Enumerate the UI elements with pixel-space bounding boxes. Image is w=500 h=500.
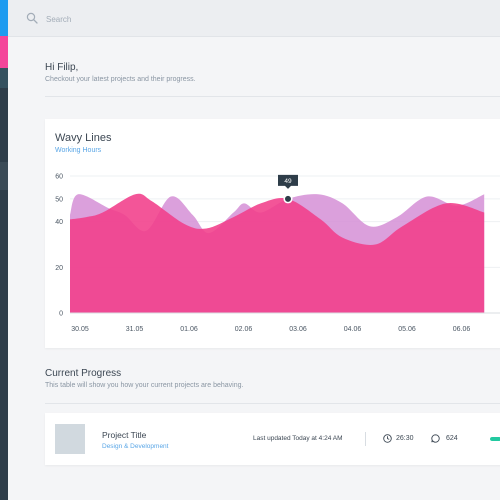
tooltip-box <box>278 174 298 189</box>
time-spent: 26:30 <box>396 435 414 442</box>
project-thumbnail <box>55 424 85 454</box>
greeting-subtitle: Checkout your latest projects and their … <box>45 76 196 83</box>
divider <box>365 432 366 446</box>
current-progress-header: Current Progress This table will show yo… <box>45 368 243 389</box>
chart-title: Wavy Lines <box>55 132 112 144</box>
section-subtitle: This table will show you how your curren… <box>45 382 244 389</box>
greeting-title: Hi Filip, <box>45 62 79 73</box>
x-tick-label: 03.06 <box>289 326 307 333</box>
project-title[interactable]: Project Title <box>102 430 147 440</box>
top-bar <box>8 0 500 37</box>
sidebar-nav-item[interactable] <box>0 68 8 88</box>
y-tick-label: 60 <box>55 174 63 181</box>
comment-count: 624 <box>446 435 458 442</box>
data-point-marker <box>283 194 293 204</box>
x-tick-label: 31.05 <box>126 326 144 333</box>
x-tick-label: 04.06 <box>344 326 362 333</box>
series-area-2 <box>70 193 485 313</box>
y-tick-label: 0 <box>59 311 63 318</box>
x-tick-label: 05.06 <box>398 326 416 333</box>
sidebar-item-highlight[interactable] <box>0 162 8 190</box>
wavy-lines-chart: 0 20 40 50 60 30.05 31.05 01.06 02.06 03.06 04.06 0… <box>55 174 500 333</box>
project-category: Design & Development <box>102 443 169 450</box>
search-icon[interactable] <box>26 12 38 24</box>
project-row[interactable]: Project Title Design & Development Last … <box>45 413 500 465</box>
y-tick-label: 50 <box>55 196 63 203</box>
chart-subtitle: Working Hours <box>55 147 102 154</box>
greeting: Hi Filip, Checkout your latest projects … <box>45 62 196 83</box>
last-updated: Last updated Today at 4:24 AM <box>253 435 343 442</box>
sidebar-active-item[interactable] <box>0 36 8 68</box>
x-tick-label: 30.05 <box>71 326 89 333</box>
sidebar <box>0 0 8 500</box>
x-tick-label: 02.06 <box>235 326 253 333</box>
comment-icon <box>431 434 440 443</box>
tooltip-value: 49 <box>284 178 292 185</box>
divider <box>45 403 500 404</box>
clock-icon <box>383 434 392 443</box>
x-tick-label: 06.06 <box>453 326 471 333</box>
progress-bar-fill <box>490 437 500 441</box>
y-tick-label: 20 <box>55 265 63 272</box>
y-tick-label: 40 <box>55 219 63 226</box>
sidebar-logo-block[interactable] <box>0 0 8 36</box>
chart-card: Wavy Lines Working Hours 0 20 40 50 60 30.05 3… <box>45 119 500 348</box>
divider <box>45 96 500 97</box>
section-title: Current Progress <box>45 368 122 379</box>
search-input[interactable] <box>44 9 348 29</box>
x-tick-label: 01.06 <box>180 326 198 333</box>
progress-bar <box>490 437 500 441</box>
